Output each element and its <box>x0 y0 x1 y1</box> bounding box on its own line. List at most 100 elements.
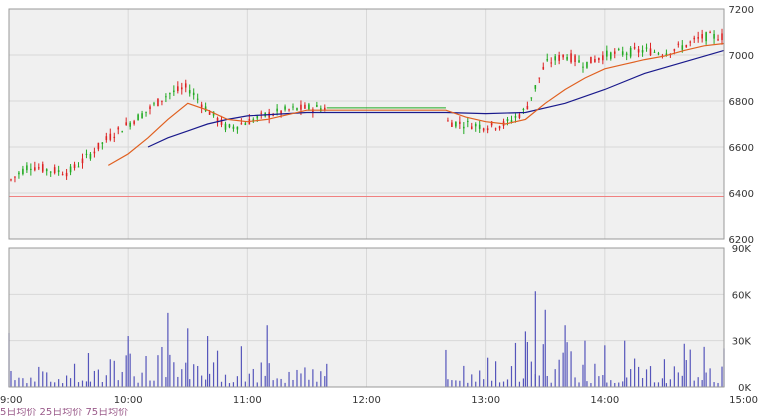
volume-bar <box>77 382 80 387</box>
volume-bar <box>451 380 453 387</box>
volume-y-tick-label: 30K <box>732 337 752 348</box>
volume-bar-peak <box>187 328 189 387</box>
volume-bar <box>54 382 56 387</box>
candle-body <box>149 106 151 110</box>
candle-body <box>41 164 44 172</box>
candle-body <box>526 106 529 110</box>
moving-average-long-line <box>147 49 725 148</box>
candle-body <box>538 77 541 79</box>
candle-body <box>81 158 84 164</box>
candle-body <box>125 122 127 126</box>
volume-bar-peak <box>534 291 536 387</box>
volume-bar <box>689 349 691 387</box>
volume-bar <box>117 380 119 387</box>
volume-bar <box>89 381 92 387</box>
volume-bar <box>498 382 501 387</box>
candle-body <box>534 85 537 89</box>
volume-bar <box>721 366 723 387</box>
volume-bar <box>129 353 131 387</box>
candle-body <box>649 48 652 56</box>
price-y-tick-label: 7000 <box>729 51 754 62</box>
volume-bar <box>93 370 96 387</box>
candle-body <box>542 66 545 70</box>
volume-bar <box>224 374 227 387</box>
candle-body <box>284 106 286 110</box>
volume-bar <box>153 380 155 387</box>
volume-bar-peak <box>544 309 546 387</box>
candle-body <box>578 60 580 63</box>
volume-bar <box>641 378 644 387</box>
volume-bar <box>232 382 235 387</box>
volume-bar <box>312 369 314 387</box>
candle-body <box>606 50 608 57</box>
volume-bar <box>201 375 203 387</box>
volume-bar <box>447 379 449 387</box>
volume-bar <box>181 369 183 387</box>
candle-body <box>470 126 473 130</box>
volume-bar <box>530 361 532 387</box>
candle-body <box>530 97 533 99</box>
candle-body <box>101 142 104 144</box>
candle-body <box>641 50 644 53</box>
candle-body <box>129 122 131 127</box>
volume-bar <box>276 378 278 387</box>
volume-bar <box>113 360 115 387</box>
volume-bar <box>38 366 40 387</box>
volume-bar <box>149 380 151 387</box>
candle-body <box>244 123 247 125</box>
candle-body <box>633 47 636 49</box>
volume-bar <box>626 377 628 387</box>
candle-body <box>173 90 175 93</box>
volume-bar <box>618 382 620 387</box>
volume-bar <box>455 380 457 387</box>
volume-bar <box>296 369 298 387</box>
volume-bar <box>212 362 215 387</box>
volume-bar <box>324 376 326 387</box>
volume-bar <box>697 377 699 387</box>
volume-bar <box>256 382 258 387</box>
candle-body <box>316 105 318 107</box>
volume-bar <box>81 380 84 387</box>
volume-bar <box>240 346 242 387</box>
candle-body <box>177 86 179 92</box>
candle-body <box>514 116 517 118</box>
price-panel: 6200 6400 6600 6800 7000 7200 <box>8 5 754 246</box>
volume-bar <box>483 379 485 387</box>
volume-bar <box>292 379 294 387</box>
candle-body <box>574 55 576 62</box>
volume-y-tick-label: 90K <box>732 244 752 255</box>
volume-bar <box>280 378 282 387</box>
volume-bar <box>522 378 525 387</box>
volume-bar-peak <box>584 340 586 387</box>
candle-body <box>689 41 692 43</box>
candle-body <box>701 34 703 39</box>
candle-body <box>617 49 620 51</box>
candle-body <box>45 169 48 172</box>
volume-bar <box>506 379 509 387</box>
candle-body <box>586 61 588 68</box>
volume-bar <box>665 383 668 387</box>
price-frame <box>8 8 725 240</box>
volume-bar <box>189 379 191 387</box>
candle-body <box>276 108 278 112</box>
volume-bar <box>542 344 544 387</box>
candle-body <box>184 83 187 88</box>
candle-body <box>558 55 560 61</box>
candle-body <box>228 124 231 128</box>
volume-bar <box>681 375 683 387</box>
volume-bar <box>320 371 322 387</box>
candle-body <box>570 53 572 63</box>
volume-bar <box>669 379 671 387</box>
volume-bar <box>586 381 588 387</box>
candle-body <box>109 133 112 140</box>
candle-body <box>677 43 680 45</box>
candle-body <box>204 106 207 112</box>
volume-bar <box>248 373 250 387</box>
volume-bar <box>109 359 111 387</box>
volume-bar-peak <box>524 331 526 387</box>
candle-body <box>713 33 715 39</box>
candle-body <box>30 168 32 170</box>
volume-bar <box>133 376 135 387</box>
volume-bar-peak <box>683 343 685 387</box>
